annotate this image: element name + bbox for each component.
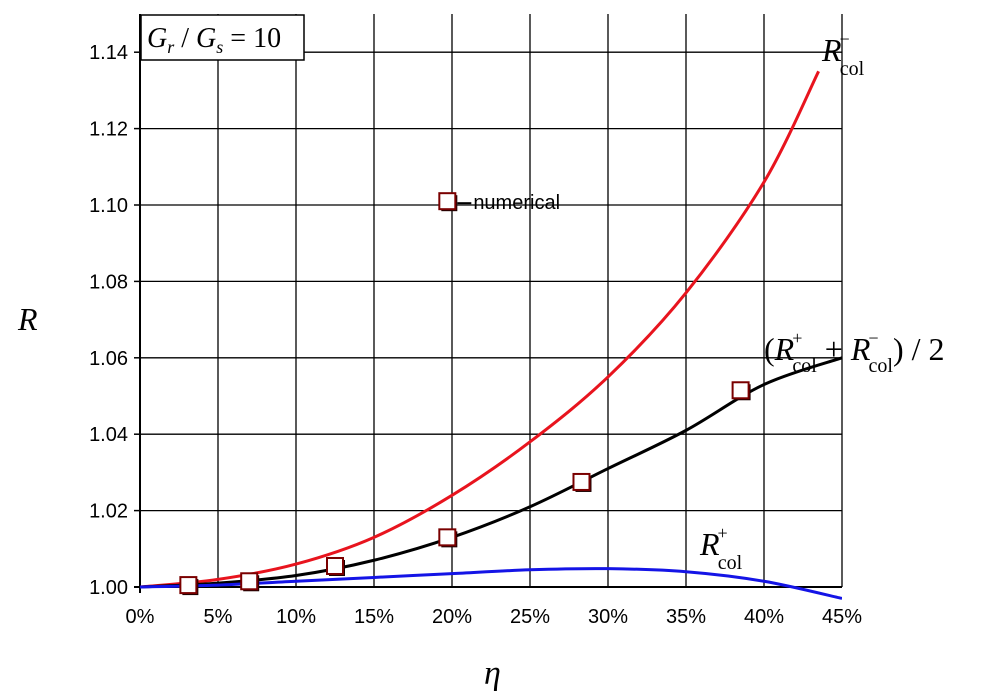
- series-r-col-minus: [140, 70, 820, 589]
- y-tick-label: 1.14: [89, 42, 128, 64]
- x-tick-label: 30%: [588, 606, 628, 628]
- r-col-plus-label: R+ col: [699, 523, 743, 574]
- x-tick-label: 45%: [822, 606, 862, 628]
- series-lines: [140, 70, 842, 600]
- x-tick-label: 0%: [126, 606, 155, 628]
- x-tick-label: 15%: [354, 606, 394, 628]
- numerical-label: numerical: [473, 192, 560, 214]
- plot-frame: [134, 14, 842, 593]
- numerical-legend-marker: [438, 192, 458, 212]
- x-axis-ticks: 0% 5% 10% 15% 20% 25% 30% 35% 40% 45%: [126, 606, 863, 628]
- y-axis-ticks: 1.00 1.02 1.04 1.06 1.08 1.10 1.12 1.14: [89, 42, 140, 599]
- numerical-point: [438, 528, 458, 548]
- y-axis-title: R: [17, 301, 38, 337]
- y-tick-label: 1.06: [89, 348, 128, 370]
- marker-square: [438, 192, 457, 211]
- marker-square: [438, 528, 457, 547]
- ratio-annotation: Gr / Gs = 10: [140, 14, 305, 61]
- x-axis-title: η: [484, 655, 501, 692]
- y-tick-label: 1.12: [89, 119, 128, 141]
- numerical-point: [572, 472, 592, 492]
- x-tick-label: 10%: [276, 606, 316, 628]
- marker-square: [240, 572, 259, 591]
- ratio-label: Gr / Gs = 10: [147, 23, 281, 57]
- x-tick-label: 25%: [510, 606, 550, 628]
- x-tick-label: 5%: [204, 606, 233, 628]
- x-tick-label: 20%: [432, 606, 472, 628]
- r-col-minus-label: R− col: [821, 29, 865, 80]
- numerical-point: [326, 556, 345, 576]
- marker-square: [572, 472, 591, 491]
- numerical-points: numerical: [179, 192, 751, 596]
- x-tick-label: 40%: [744, 606, 784, 628]
- numerical-point: [179, 576, 199, 596]
- average-label: (R+ col + R− col) / 2: [764, 328, 945, 377]
- x-tick-label: 35%: [666, 606, 706, 628]
- grid-lines: [140, 14, 843, 587]
- numerical-point: [731, 381, 751, 401]
- marker-square: [179, 576, 198, 595]
- marker-square: [326, 556, 344, 575]
- marker-square: [731, 381, 750, 400]
- y-tick-label: 1.04: [89, 424, 128, 446]
- numerical-point: [240, 572, 260, 592]
- series-average: [140, 356, 842, 589]
- y-tick-label: 1.10: [89, 195, 128, 217]
- y-tick-label: 1.02: [89, 501, 128, 523]
- ratio-box: [140, 14, 305, 61]
- y-tick-label: 1.08: [89, 271, 128, 293]
- y-tick-label: 1.00: [89, 577, 128, 599]
